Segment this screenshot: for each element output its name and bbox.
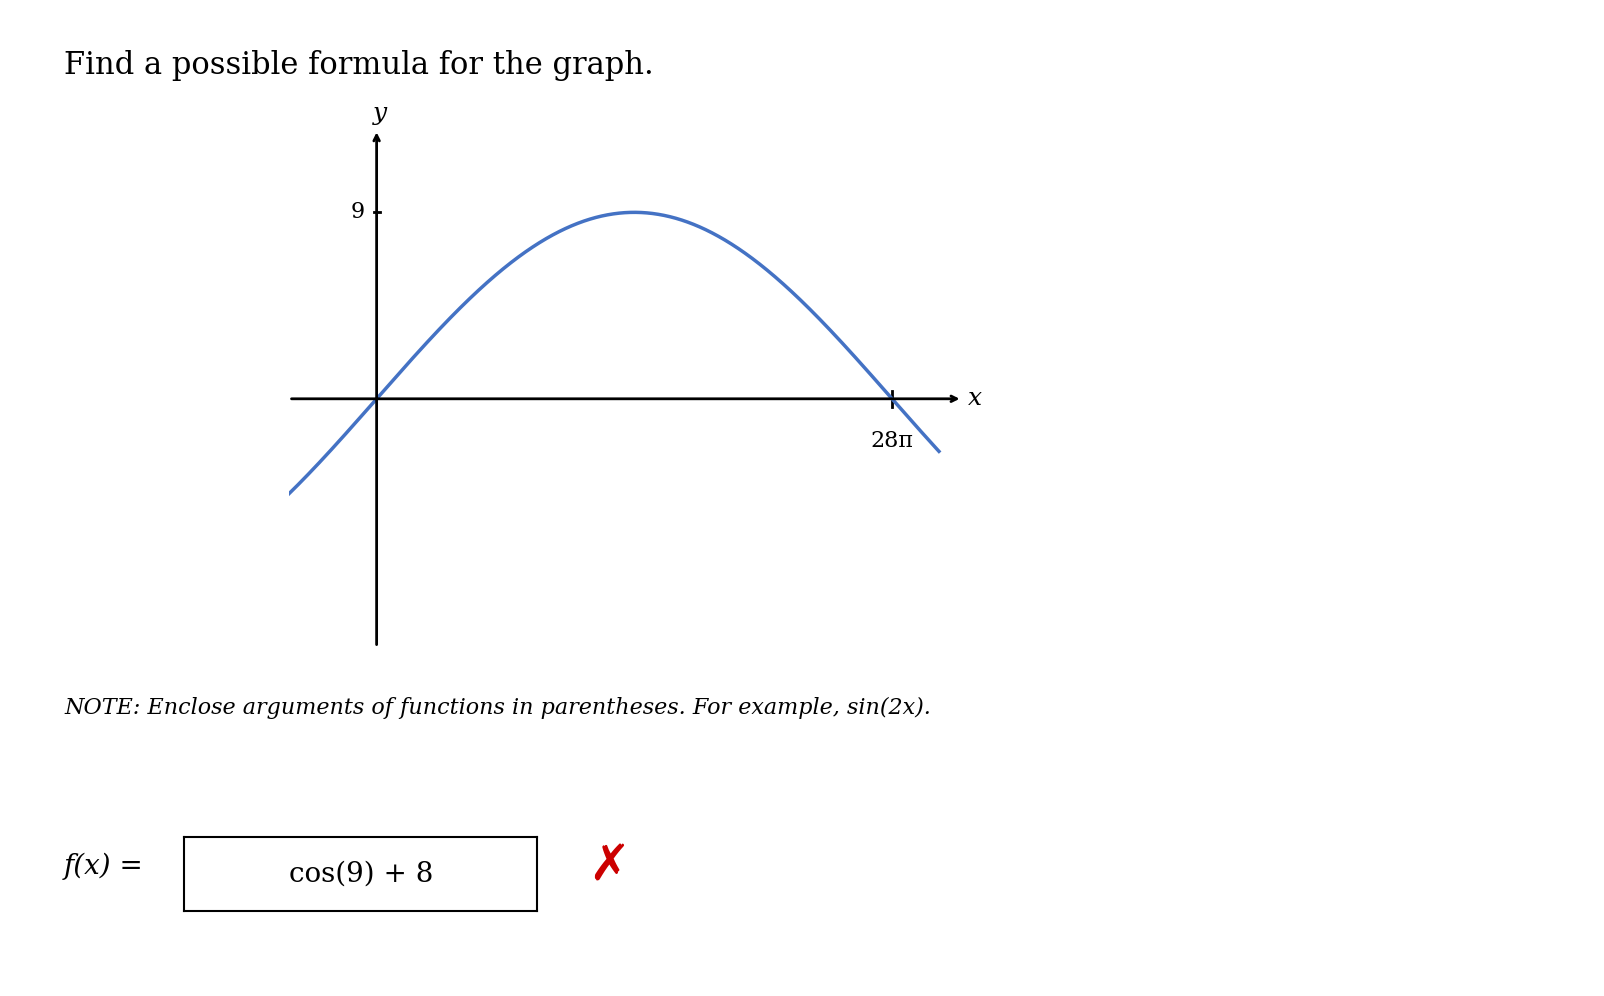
Text: Find a possible formula for the graph.: Find a possible formula for the graph. [64,50,654,81]
Text: y: y [372,103,387,125]
Text: cos(9) + 8: cos(9) + 8 [289,861,433,887]
Text: 28π: 28π [871,430,914,452]
Text: f(x) =: f(x) = [64,853,152,880]
Text: x: x [969,387,982,410]
Text: ✗: ✗ [589,843,630,890]
Text: NOTE: Enclose arguments of functions in parentheses. For example, sin(2x).: NOTE: Enclose arguments of functions in … [64,697,930,719]
Text: 9: 9 [351,201,364,223]
